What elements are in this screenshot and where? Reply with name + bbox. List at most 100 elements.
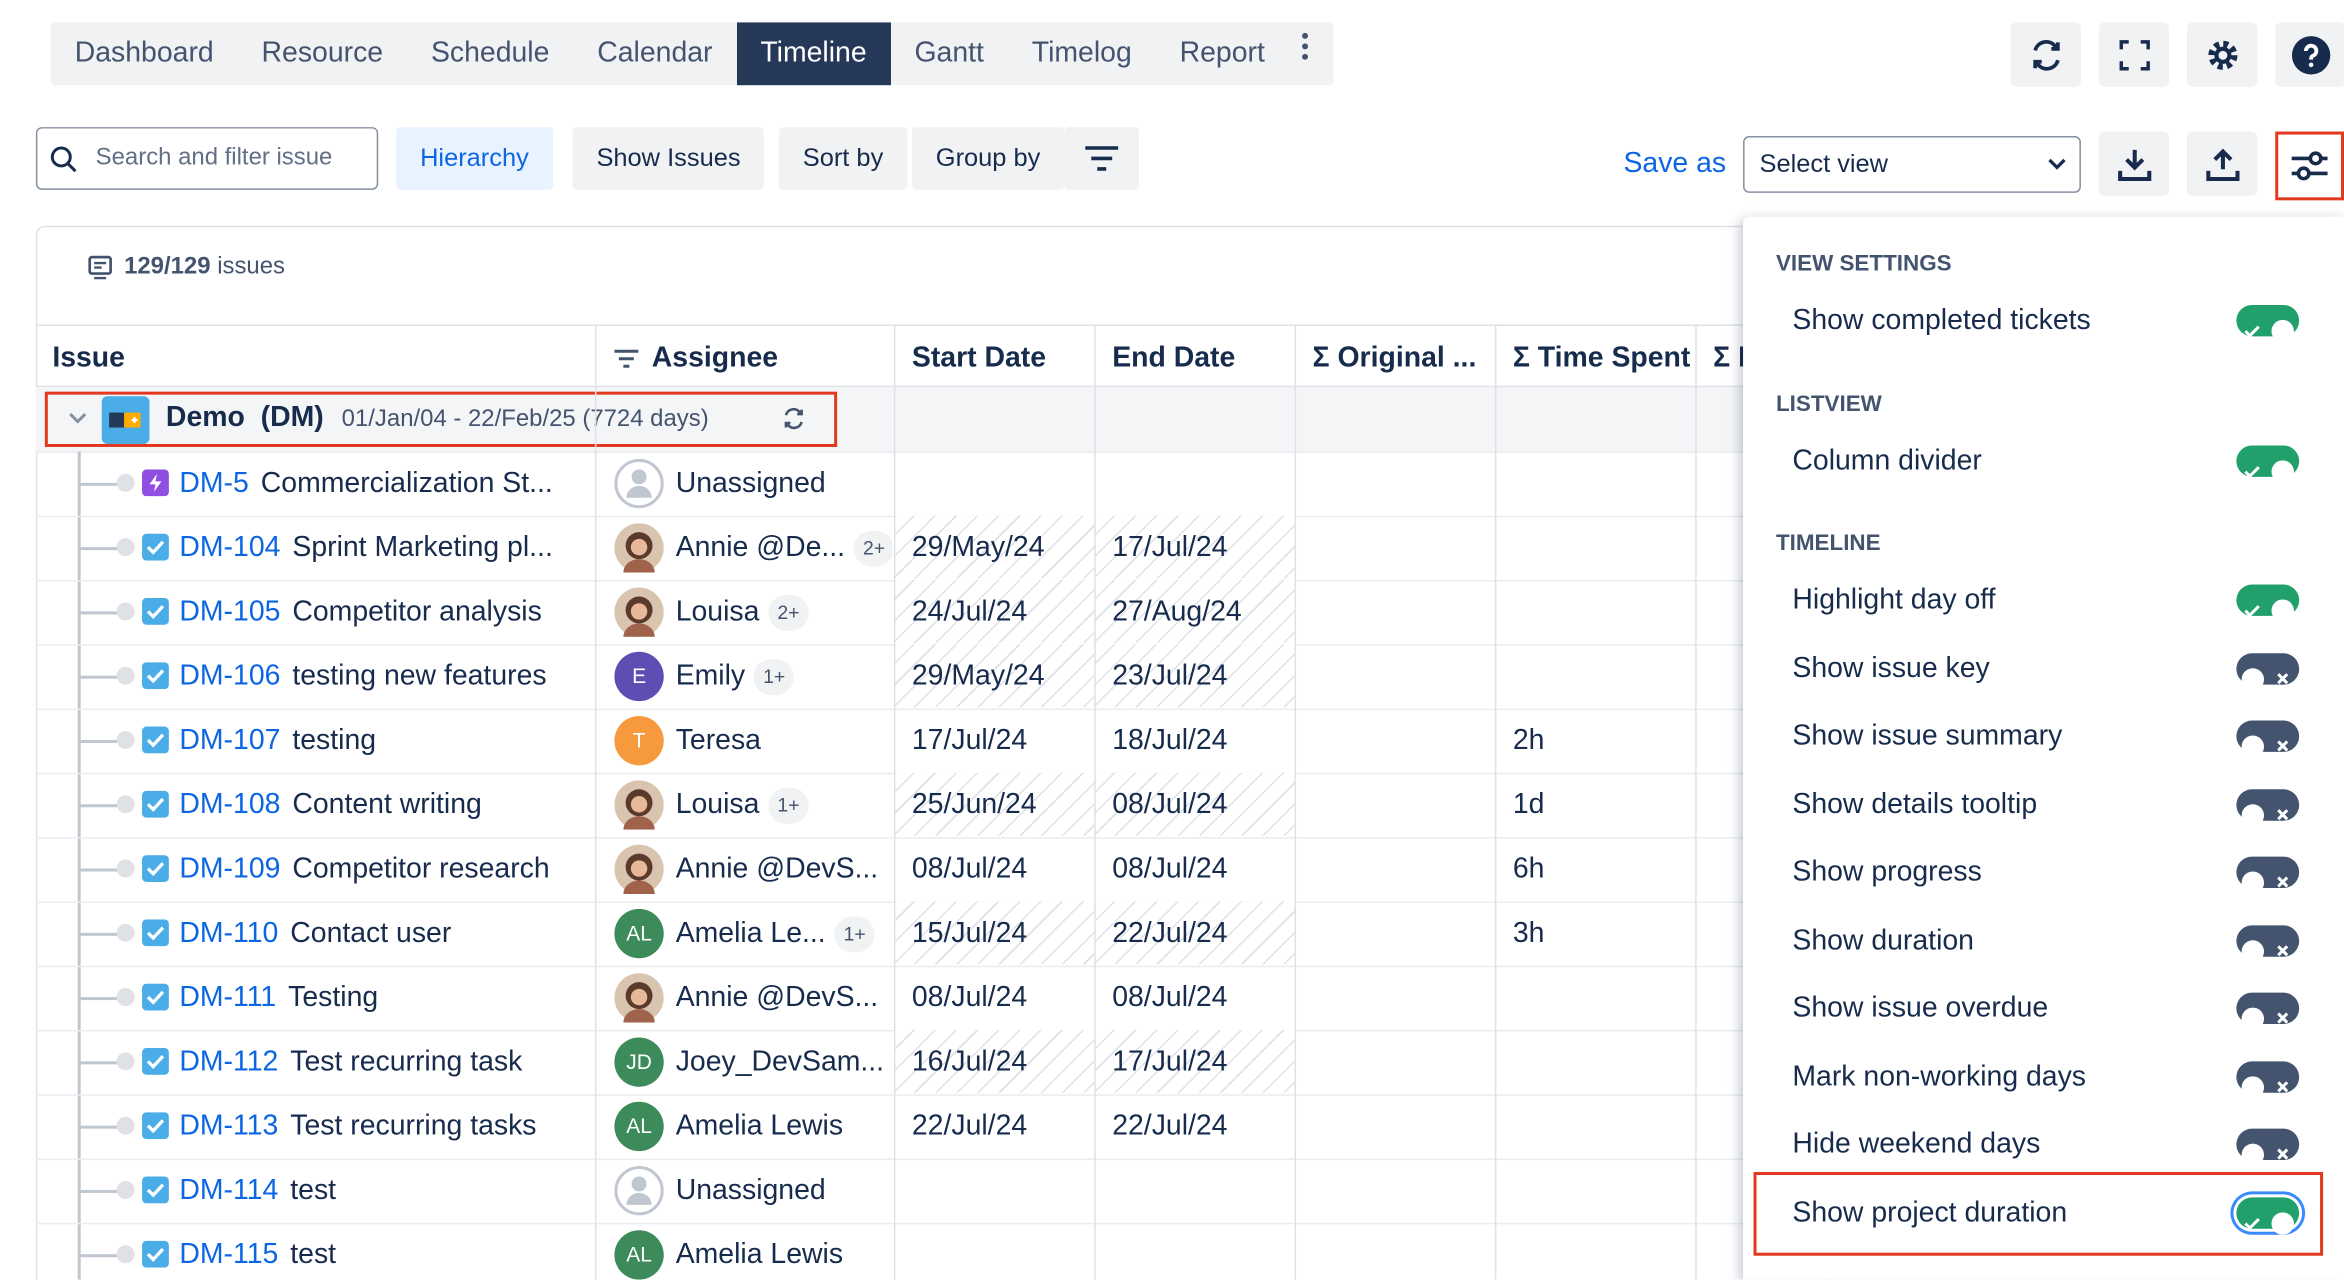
toolbar-button[interactable]: Group by [911,127,1065,190]
tab[interactable]: Report [1179,37,1265,69]
start-date: 29/May/24 [911,532,1045,564]
issue-row: DM-110 Contact user AL Amelia Le... 1+ 15/Jul… [35,901,1756,968]
toggle[interactable] [2236,1060,2300,1099]
toggle[interactable] [2236,992,2300,1030]
issue-title: DM-106 testing new features [179,644,598,708]
toggle[interactable] [2236,788,2300,826]
column-header[interactable]: Issue [52,326,593,390]
toolbar-button[interactable]: Sort by [778,127,908,190]
avatar: AL [614,1230,664,1280]
issue-key[interactable]: DM-114 [179,1174,279,1207]
toggle[interactable] [2236,584,2300,622]
fullscreen-button[interactable] [2098,22,2170,87]
setting-label: Hide weekend days [1792,1128,2041,1161]
issue-title: DM-114 test [179,1159,598,1223]
help-button[interactable] [2275,22,2344,87]
assignee: Louisa 1+ [676,773,893,837]
assignee: Annie @DevS... [676,837,893,901]
issue-key[interactable]: DM-108 [179,789,281,821]
issue-key[interactable]: DM-105 [179,596,281,628]
toggle[interactable] [2236,720,2300,758]
assignee-extra: 2+ [768,594,809,631]
issue-key[interactable]: DM-5 [179,467,249,500]
highlight-box [1753,1171,2324,1255]
issues-icon [88,255,112,280]
setting-item: Show issue key [1743,635,2344,703]
assignee-name: Amelia Lewis [675,1110,844,1143]
toggle[interactable] [2236,1196,2300,1235]
settings-button[interactable] [2187,22,2258,87]
end-date: 22/Jul/24 [1112,917,1228,950]
toggle[interactable] [2236,652,2300,690]
section-title: LISTVIEW [1775,390,1882,417]
issue-key[interactable]: DM-112 [179,1046,279,1078]
refresh-button[interactable] [2010,22,2081,87]
column-header[interactable]: End Date [1112,326,1294,390]
search-box[interactable]: Search and filter issue [35,127,379,190]
day-off-highlight [893,644,1095,708]
assignee-extra: 1+ [768,787,809,824]
start-date: 22/Jul/24 [911,1110,1028,1143]
assignee: Emily 1+ [676,644,893,708]
toggle[interactable] [2236,856,2300,894]
tab[interactable]: Timeline [736,22,891,86]
toggle[interactable] [2236,1128,2300,1167]
column-title: Σ I [1713,341,1746,373]
setting-label: Show project duration [1792,1196,2068,1229]
download-button[interactable] [2098,131,2170,196]
save-as-link[interactable]: Save as [1623,147,1727,180]
issue-row: DM-112 Test recurring task JD Joey_DevSam..… [35,1029,1756,1096]
column-divider [1695,324,1697,1280]
tab[interactable]: Dashboard [74,37,214,69]
toggle[interactable] [2236,444,2300,483]
toolbar-button[interactable]: Show Issues [572,127,765,190]
column-header[interactable]: Σ Time Spent [1513,326,1695,390]
column-header[interactable]: Σ I [1713,326,1785,390]
column-title: Σ Time Spent [1512,341,1691,373]
column-title: Assignee [651,341,779,373]
search-placeholder: Search and filter issue [95,145,333,171]
issue-row: DM-104 Sprint Marketing pl... Annie @De...… [35,515,1756,582]
avatar: JD [614,1037,664,1087]
upload-button[interactable] [2187,131,2258,196]
avatar: T [614,716,664,766]
filter-button[interactable] [1064,127,1140,190]
tab[interactable]: Resource [261,37,384,69]
assignee-name: Amelia Lewis [675,1239,844,1271]
issue-row: DM-105 Competitor analysis Louisa 2+ 24/Jul/… [35,580,1756,646]
assignee-name: Unassigned [675,467,826,500]
select-view[interactable]: Select view [1743,136,2081,193]
setting-item: Show issue overdue [1743,975,2344,1043]
issue-key[interactable]: DM-107 [179,725,281,757]
project-dates: 01/Jan/04 - 22/Feb/25 (7724 days) [341,406,709,433]
issue-title: DM-111 Testing [179,966,598,1030]
issue-row: DM-106 testing new features E Emily 1+ 29/May… [35,644,1756,711]
assignee-name: Unassigned [675,1174,826,1207]
toolbar-button[interactable]: Hierarchy [396,127,553,190]
issue-key[interactable]: DM-104 [179,532,281,564]
assignee-name: Annie @DevS... [675,982,879,1014]
toggle[interactable] [2236,924,2300,962]
settings-panel: VIEW SETTINGS Show completed tickets LISTV… [1743,216,2344,1280]
issue-key[interactable]: DM-111 [179,982,277,1014]
view-settings-button[interactable] [2275,131,2344,201]
column-header[interactable]: Σ Original ... [1313,326,1495,390]
assignee-name: Teresa [675,725,761,757]
tab[interactable]: Schedule [430,37,550,69]
issue-key[interactable]: DM-109 [179,853,281,885]
more-tabs[interactable] [1289,22,1322,85]
issue-key[interactable]: DM-106 [179,660,281,693]
setting-label: Highlight day off [1792,584,1996,616]
issue-key[interactable]: DM-110 [179,917,279,950]
time-spent: 6h [1512,853,1545,885]
toggle[interactable] [2236,304,2300,343]
tab[interactable]: Gantt [914,37,984,69]
tab[interactable]: Calendar [597,37,713,69]
issue-summary: Content writing [292,789,482,821]
issue-row: DM-109 Competitor research Annie @DevS... 0… [35,837,1756,903]
column-header[interactable]: Start Date [912,326,1094,390]
tab[interactable]: Timelog [1031,37,1132,69]
column-header[interactable]: Assignee [613,326,894,390]
issue-key[interactable]: DM-115 [179,1239,279,1271]
issue-key[interactable]: DM-113 [179,1110,279,1143]
